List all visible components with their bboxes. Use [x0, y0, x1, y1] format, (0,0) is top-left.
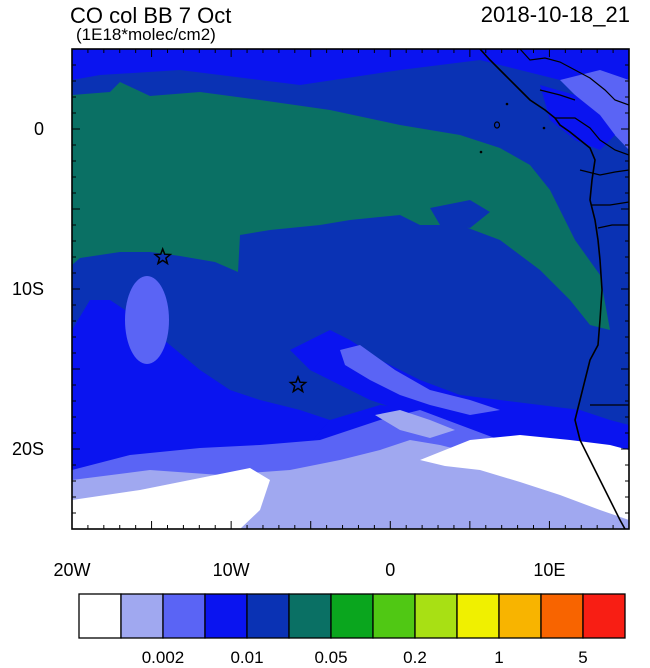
colorbar-swatch: [78, 593, 122, 639]
timestamp-label: 2018-10-18_21: [480, 2, 630, 27]
colorbar-swatch: [120, 593, 164, 639]
x-tick-label: 0: [385, 560, 396, 580]
colorbar-label: 0.05: [314, 648, 348, 667]
co-field: [72, 49, 629, 529]
colorbar-swatch: [540, 593, 584, 639]
colorbar-label: 0.01: [230, 648, 264, 667]
units-label: (1E18*molec/cm2): [76, 25, 216, 44]
colorbar-swatch: [372, 593, 416, 639]
axis-ticks: [71, 48, 630, 530]
star-marker-icon: [288, 374, 308, 394]
colorbar-swatch: [498, 593, 542, 639]
colorbar-swatch: [204, 593, 248, 639]
colorbar-swatch: [582, 593, 626, 639]
colorbar-swatch: [288, 593, 332, 639]
colorbar-swatch: [162, 593, 206, 639]
colorbar-label: 0.2: [403, 648, 427, 667]
colorbar-label: 5: [578, 648, 588, 667]
y-tick-label: 10S: [11, 279, 44, 299]
colorbar-swatch: [330, 593, 374, 639]
colorbar-swatch: [246, 593, 290, 639]
colorbar: [78, 593, 626, 639]
map-title: CO col BB 7 Oct: [70, 3, 232, 28]
marker-layer: [153, 246, 308, 394]
y-tick-label: 20S: [11, 439, 44, 459]
colorbar-label: 1: [494, 648, 504, 667]
x-tick-label: 10E: [533, 560, 566, 580]
colorbar-label: 0.002: [141, 648, 185, 667]
colorbar-swatch: [456, 593, 500, 639]
colorbar-swatch: [414, 593, 458, 639]
x-tick-label: 10W: [212, 560, 250, 580]
star-marker-icon: [153, 246, 173, 266]
x-tick-label: 20W: [53, 560, 91, 580]
y-tick-label: 0: [33, 119, 44, 139]
